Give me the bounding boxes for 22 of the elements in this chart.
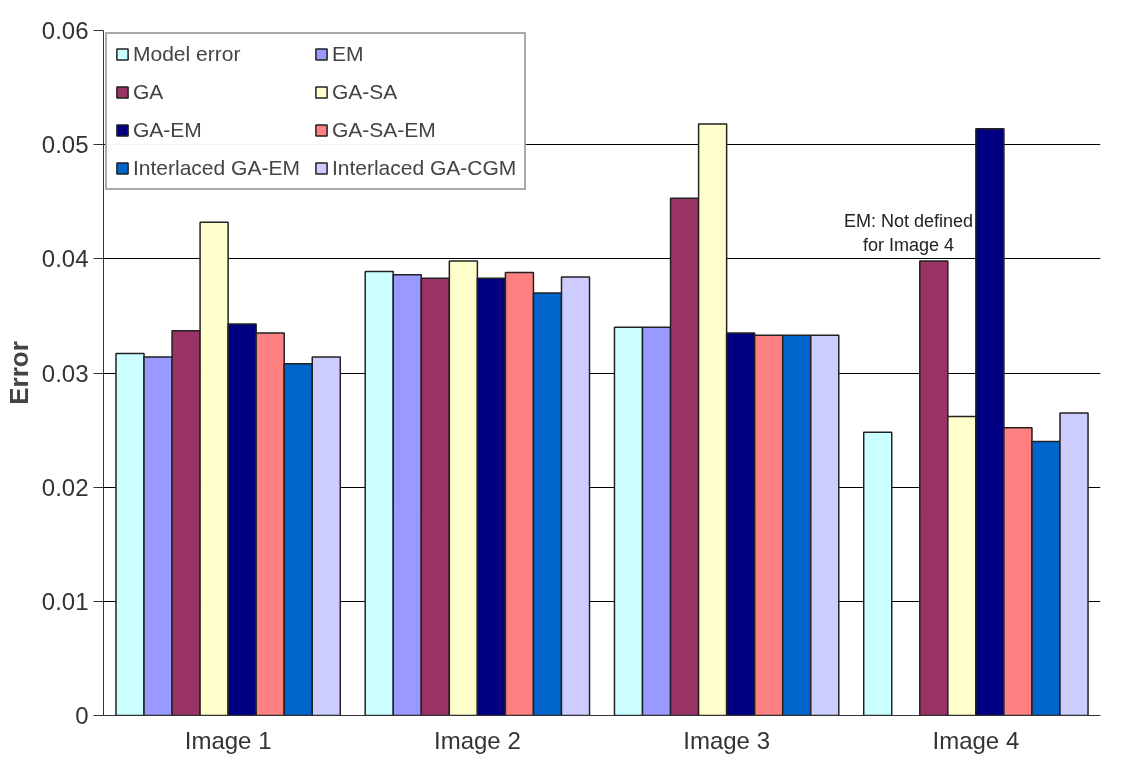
legend-label: Model error: [133, 42, 241, 66]
legend-label: Interlaced GA-CGM: [331, 156, 517, 180]
x-tick-label: Image 4: [932, 726, 1020, 754]
y-axis-title: Error: [3, 341, 34, 405]
y-tick-label: 0.01: [41, 587, 89, 615]
y-tick-label: 0: [75, 702, 89, 729]
y-tick-label: 0.02: [41, 473, 89, 501]
y-tick-label: 0.04: [41, 245, 89, 273]
legend-label: EM: [331, 42, 364, 66]
legend-label: Interlaced GA-EM: [133, 156, 300, 180]
x-tick-label: Image 3: [683, 726, 770, 754]
x-tick-label: Image 1: [184, 726, 272, 754]
annotation: EM: Not defined for Image 4: [844, 210, 974, 255]
x-tick-label: Image 2: [434, 726, 521, 754]
y-tick-label: 0.06: [41, 17, 89, 44]
legend-label: GA-EM: [133, 118, 202, 142]
y-tick-label: 0.03: [41, 359, 89, 387]
y-tick-label: 0.05: [41, 131, 89, 159]
legend-label: GA: [133, 80, 164, 104]
bar: [862, 431, 893, 716]
legend-label: GA-SA-EM: [331, 118, 436, 142]
legend-label: GA-SA: [331, 80, 398, 104]
